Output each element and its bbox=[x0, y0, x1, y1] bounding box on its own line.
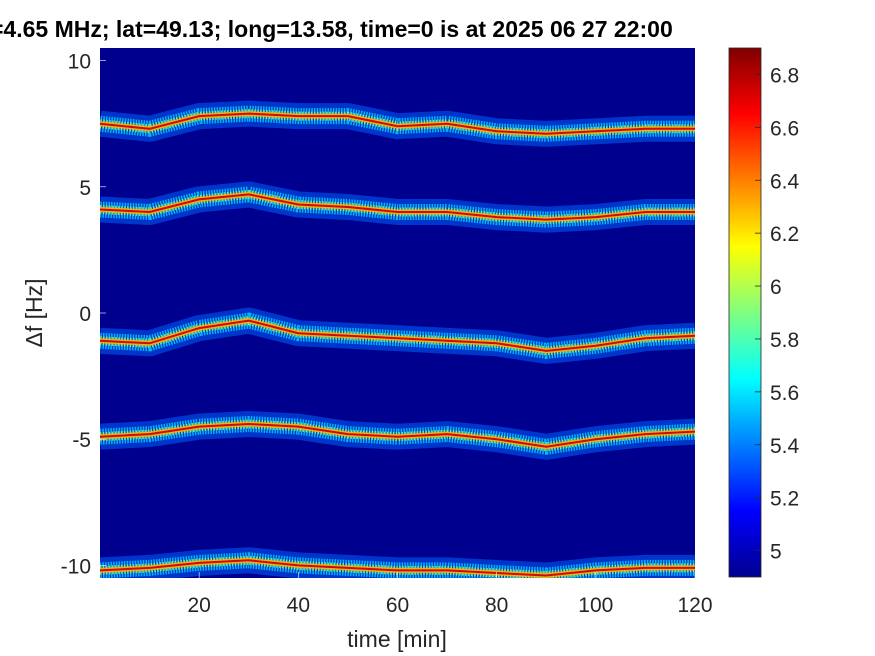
colorbar-tick-label: 5.6 bbox=[770, 382, 799, 405]
signal-band bbox=[100, 100, 695, 147]
colorbar bbox=[728, 47, 762, 578]
x-tick-label: 40 bbox=[287, 594, 310, 617]
colorbar-tick-label: 6.8 bbox=[770, 64, 799, 87]
y-tick-label: -10 bbox=[61, 555, 91, 578]
x-tick-label: 60 bbox=[386, 594, 409, 617]
colorbar-tick-label: 6.6 bbox=[770, 117, 799, 140]
x-tick-label: 120 bbox=[677, 594, 712, 617]
y-tick-label: 10 bbox=[68, 51, 91, 74]
signal-band bbox=[100, 411, 695, 460]
colorbar-tick-label: 6.4 bbox=[770, 170, 800, 193]
signal-band bbox=[100, 547, 695, 578]
colorbar-tick-label: 5.8 bbox=[770, 329, 799, 352]
band-core bbox=[100, 319, 695, 352]
chart-title: =4.65 MHz; lat=49.13; long=13.58, time=0… bbox=[0, 16, 673, 42]
x-axis-label: time [min] bbox=[347, 626, 447, 652]
band-core bbox=[100, 422, 695, 448]
y-axis-label: Δf [Hz] bbox=[21, 278, 47, 347]
band-core bbox=[100, 112, 695, 135]
band-core bbox=[100, 193, 695, 221]
y-tick-label: 5 bbox=[79, 177, 91, 200]
y-tick-label: 0 bbox=[79, 303, 91, 326]
colorbar-tick-label: 5.2 bbox=[770, 488, 799, 511]
y-tick-label: -5 bbox=[72, 429, 91, 452]
x-tick-label: 20 bbox=[187, 594, 210, 617]
signal-band bbox=[100, 181, 695, 233]
signal-band bbox=[100, 307, 695, 364]
x-tick-label: 100 bbox=[578, 594, 613, 617]
colorbar-tick-label: 5.4 bbox=[770, 435, 800, 458]
band-core bbox=[100, 559, 695, 577]
colorbar-tick-label: 5 bbox=[770, 541, 782, 564]
colorbar-tick-label: 6 bbox=[770, 276, 782, 299]
x-tick-label: 80 bbox=[485, 594, 508, 617]
colorbar-tick-label: 6.2 bbox=[770, 223, 799, 246]
